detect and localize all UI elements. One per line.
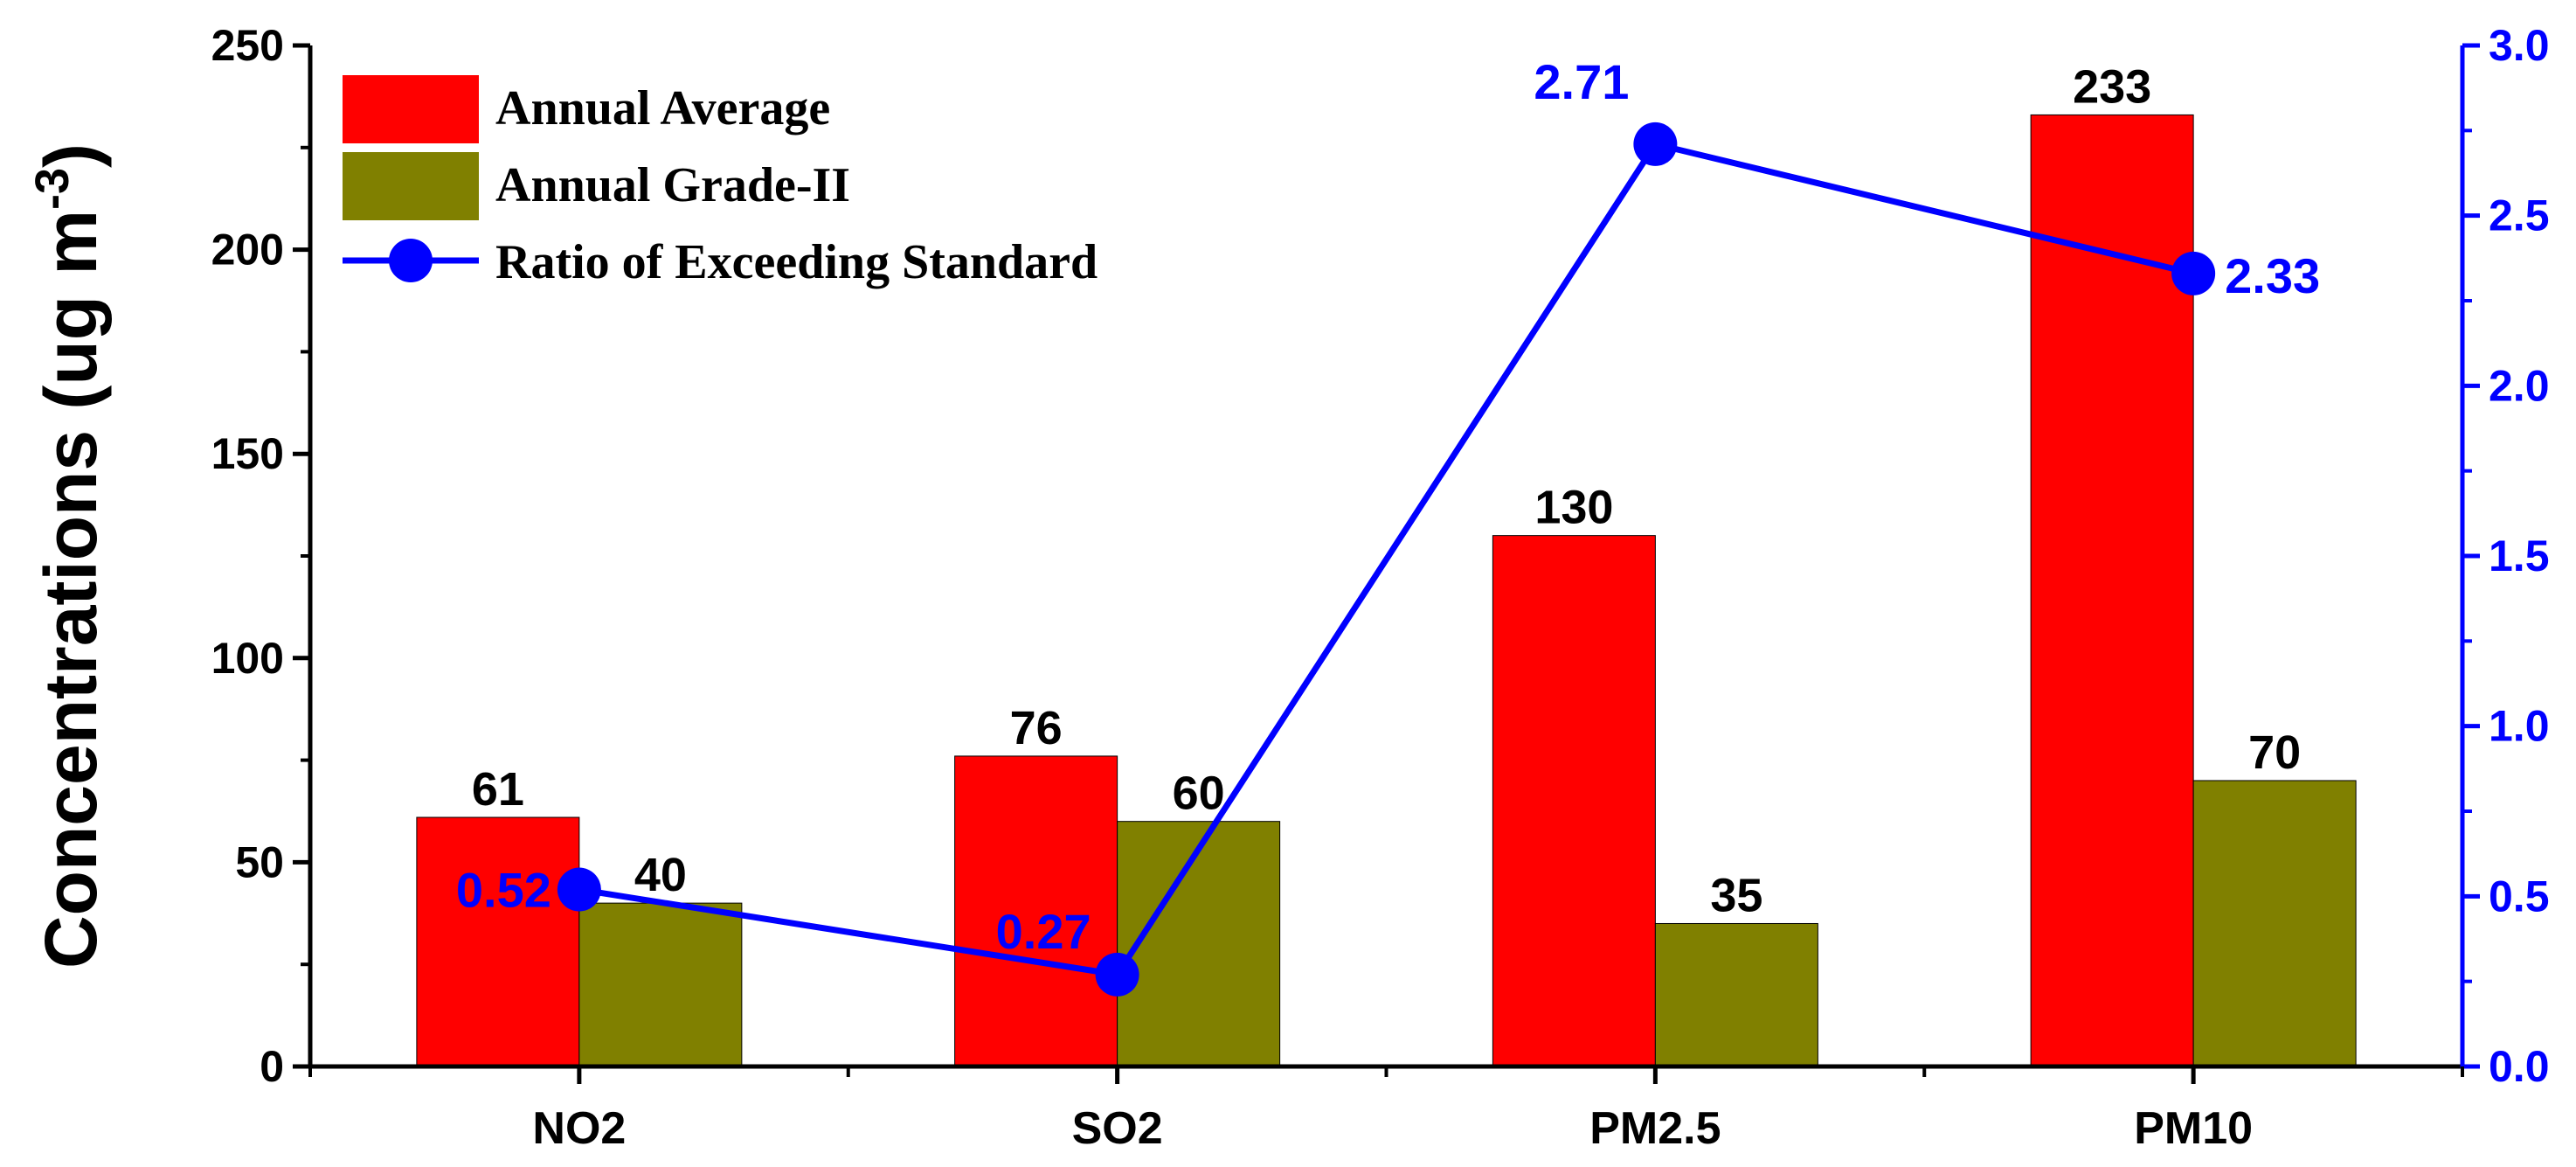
- x-tick-label-1: SO2: [1072, 1103, 1163, 1154]
- y2-tick-label-0: 0.0: [2489, 1042, 2550, 1091]
- bar-value-label-0-2: 130: [1534, 482, 1613, 534]
- y-tick-label-1: 50: [235, 837, 284, 886]
- bar-value-label-0-3: 233: [2073, 60, 2151, 113]
- bar-value-label-1-3: 70: [2248, 726, 2301, 779]
- ratio-value-label-2: 2.71: [1534, 54, 1629, 109]
- ratio-point-2: [1633, 122, 1678, 166]
- y2-tick-label-6: 3.0: [2489, 21, 2550, 70]
- y-tick-label-4: 200: [211, 226, 284, 274]
- legend-label-0: Annual Average: [495, 81, 830, 135]
- legend-label-1: Annual Grade-II: [495, 158, 850, 212]
- ratio-value-label-1: 0.27: [996, 904, 1091, 959]
- bar-1-2: [1654, 922, 1818, 1067]
- bar-1-3: [2192, 780, 2357, 1067]
- ratio-point-1: [1095, 952, 1139, 997]
- bar-value-label-0-1: 76: [1010, 702, 1063, 754]
- y2-tick-label-4: 2.0: [2489, 361, 2550, 410]
- ratio-point-3: [2171, 251, 2216, 295]
- legend-swatch-0: [343, 75, 479, 143]
- bar-value-label-0-0: 61: [472, 763, 524, 816]
- bar-0-0: [416, 816, 580, 1067]
- bar-value-label-1-1: 60: [1173, 768, 1225, 820]
- y-tick-label-5: 250: [211, 21, 284, 70]
- y-axis-title: Concentrations (ug m-3): [26, 143, 112, 969]
- x-tick-label-3: PM10: [2134, 1103, 2253, 1154]
- ratio-line: [578, 140, 2194, 978]
- bar-1-0: [578, 902, 743, 1067]
- legend-label-2: Ratio of Exceeding Standard: [495, 235, 1098, 289]
- legend-swatch-1: [343, 152, 479, 220]
- y-axis-title-main: Concentrations (ug m: [30, 210, 112, 969]
- y2-tick-label-1: 0.5: [2489, 872, 2550, 920]
- y-tick-label-0: 0: [260, 1042, 284, 1091]
- y2-tick-label-3: 1.5: [2489, 531, 2550, 580]
- bar-0-1: [954, 755, 1118, 1067]
- bar-0-2: [1492, 535, 1656, 1067]
- y2-tick-label-5: 2.5: [2489, 191, 2550, 240]
- y-axis-title-suffix: ): [30, 143, 112, 168]
- ratio-value-label-0: 0.52: [456, 863, 551, 918]
- legend-marker-2: [389, 239, 433, 282]
- y-axis-title-superscript: -3: [26, 168, 79, 210]
- x-tick-label-0: NO2: [532, 1103, 626, 1154]
- y2-tick-label-2: 1.0: [2489, 702, 2550, 751]
- bar-value-label-1-2: 35: [1710, 869, 1762, 921]
- bar-1-1: [1117, 821, 1281, 1067]
- y-tick-label-3: 150: [211, 429, 284, 478]
- y-tick-label-2: 100: [211, 634, 284, 683]
- bar-value-label-1-0: 40: [634, 849, 687, 901]
- ratio-value-label-3: 2.33: [2225, 248, 2320, 303]
- x-tick-label-2: PM2.5: [1589, 1103, 1721, 1154]
- bar-0-3: [2030, 114, 2194, 1067]
- ratio-point-0: [557, 867, 601, 912]
